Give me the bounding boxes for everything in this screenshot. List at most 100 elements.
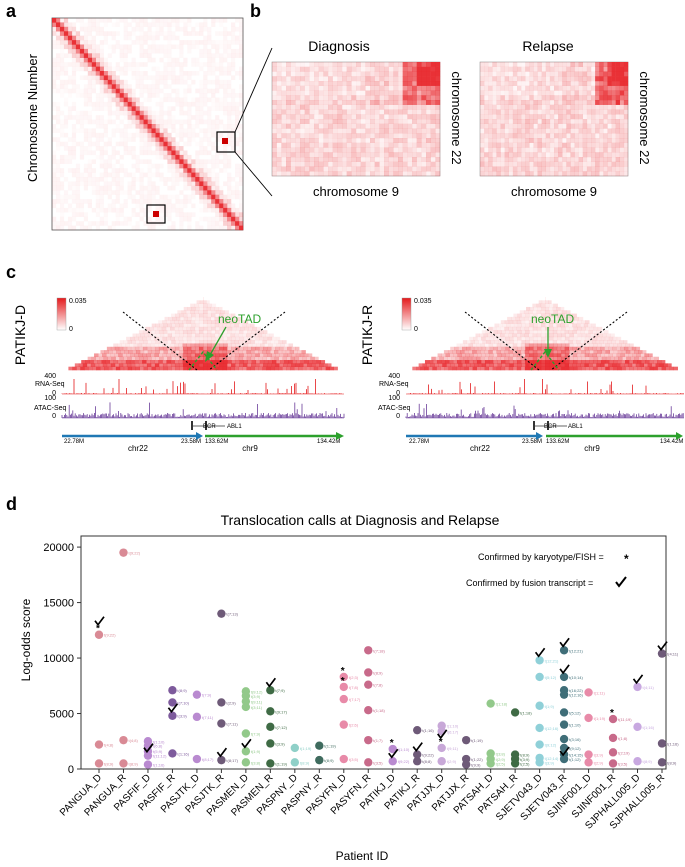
contact-cell <box>619 104 625 110</box>
heatmap-cell <box>175 168 180 173</box>
heatmap-cell <box>55 26 61 32</box>
contact-cell <box>619 66 625 72</box>
contact-cell <box>623 157 629 162</box>
contact-cell <box>574 171 579 177</box>
heatmap-cell <box>219 186 223 191</box>
tad-cell <box>279 346 284 351</box>
contact-cell <box>570 166 575 172</box>
heatmap-cell <box>219 225 224 231</box>
contact-cell <box>554 142 559 148</box>
heatmap-cell <box>223 199 228 204</box>
tad-cell <box>548 330 554 334</box>
contact-cell <box>318 71 324 77</box>
heatmap-cell <box>175 172 180 178</box>
tad-cell <box>150 353 155 358</box>
contact-cell <box>554 161 559 167</box>
heatmap-cell <box>167 163 172 169</box>
contact-cell <box>328 81 333 86</box>
x-tick-label: PANGUA_D <box>58 772 104 818</box>
contact-cell <box>323 114 329 120</box>
tad-cell <box>223 320 228 324</box>
heatmap-cell <box>83 177 89 182</box>
contact-cell <box>337 66 343 72</box>
tad-cell <box>509 336 514 341</box>
heatmap-cell <box>67 185 73 191</box>
heatmap-cell <box>203 97 208 103</box>
tad-cell <box>182 343 187 348</box>
heatmap-cell <box>171 75 176 81</box>
tad-cell <box>218 340 224 344</box>
tad-cell <box>480 350 485 354</box>
heatmap-cell <box>95 48 100 54</box>
heatmap-cell <box>123 35 128 41</box>
heatmap-cell <box>60 199 64 204</box>
tad-cell <box>484 360 490 364</box>
contact-cell <box>529 157 534 162</box>
tad-cell <box>451 350 457 354</box>
tad-cell <box>231 360 236 364</box>
heatmap-cell <box>91 221 96 226</box>
heatmap-cell <box>239 181 244 187</box>
heatmap-cell <box>171 31 175 36</box>
contact-cell <box>492 166 497 172</box>
heatmap-cell <box>175 97 180 103</box>
heatmap-cell <box>235 93 239 98</box>
contact-cell <box>356 133 361 139</box>
heatmap-cell <box>127 185 132 191</box>
tad-cell <box>585 366 590 371</box>
contact-cell <box>500 71 505 77</box>
contact-cell <box>332 81 338 86</box>
tad-cell <box>501 346 506 351</box>
heatmap-cell <box>167 75 171 80</box>
heatmap-cell <box>239 207 244 213</box>
contact-cell <box>407 166 413 172</box>
contact-cell <box>318 142 324 148</box>
contact-cell <box>488 62 493 67</box>
contact-cell <box>426 66 431 72</box>
heatmap-cell <box>96 221 100 226</box>
contact-cell <box>384 133 389 139</box>
heatmap-cell <box>107 18 112 23</box>
contact-cell <box>521 152 526 158</box>
contact-cell <box>574 62 579 67</box>
contact-cell <box>566 152 571 158</box>
tad-cell <box>218 333 223 338</box>
heatmap-cell <box>96 93 100 98</box>
contact-cell <box>304 109 310 115</box>
tad-cell <box>553 320 558 324</box>
heatmap-cell <box>171 154 176 160</box>
tad-cell <box>515 316 521 321</box>
heatmap-cell <box>55 88 61 94</box>
tad-cell <box>500 356 505 361</box>
tad-cell <box>588 340 593 344</box>
contact-cell <box>603 114 608 120</box>
contact-cell <box>370 85 375 91</box>
contact-cell <box>529 161 534 167</box>
heatmap-cell <box>123 26 128 32</box>
heatmap-cell <box>107 53 112 58</box>
contact-cell <box>496 142 501 148</box>
tad-cell <box>552 336 558 341</box>
contact-cell <box>574 142 579 148</box>
tad-cell <box>325 366 330 371</box>
contact-cell <box>607 95 612 101</box>
heatmap-cell <box>59 31 65 36</box>
tad-cell <box>86 363 92 367</box>
contact-cell <box>346 166 352 172</box>
contact-cell <box>517 71 522 77</box>
heatmap-cell <box>75 163 81 169</box>
tad-cell <box>150 336 155 341</box>
contact-cell <box>525 90 530 96</box>
contact-cell <box>500 95 505 101</box>
tad-cell <box>560 340 565 344</box>
heatmap-cell <box>183 71 188 76</box>
heatmap-cell <box>191 185 196 191</box>
contact-cell <box>351 100 357 105</box>
tad-cell <box>321 366 327 371</box>
heatmap-cell <box>155 111 159 116</box>
contact-cell <box>304 142 310 148</box>
heatmap-cell <box>55 71 61 76</box>
contact-cell <box>545 85 551 91</box>
contact-cell <box>276 76 282 82</box>
tad-cell <box>263 360 269 364</box>
